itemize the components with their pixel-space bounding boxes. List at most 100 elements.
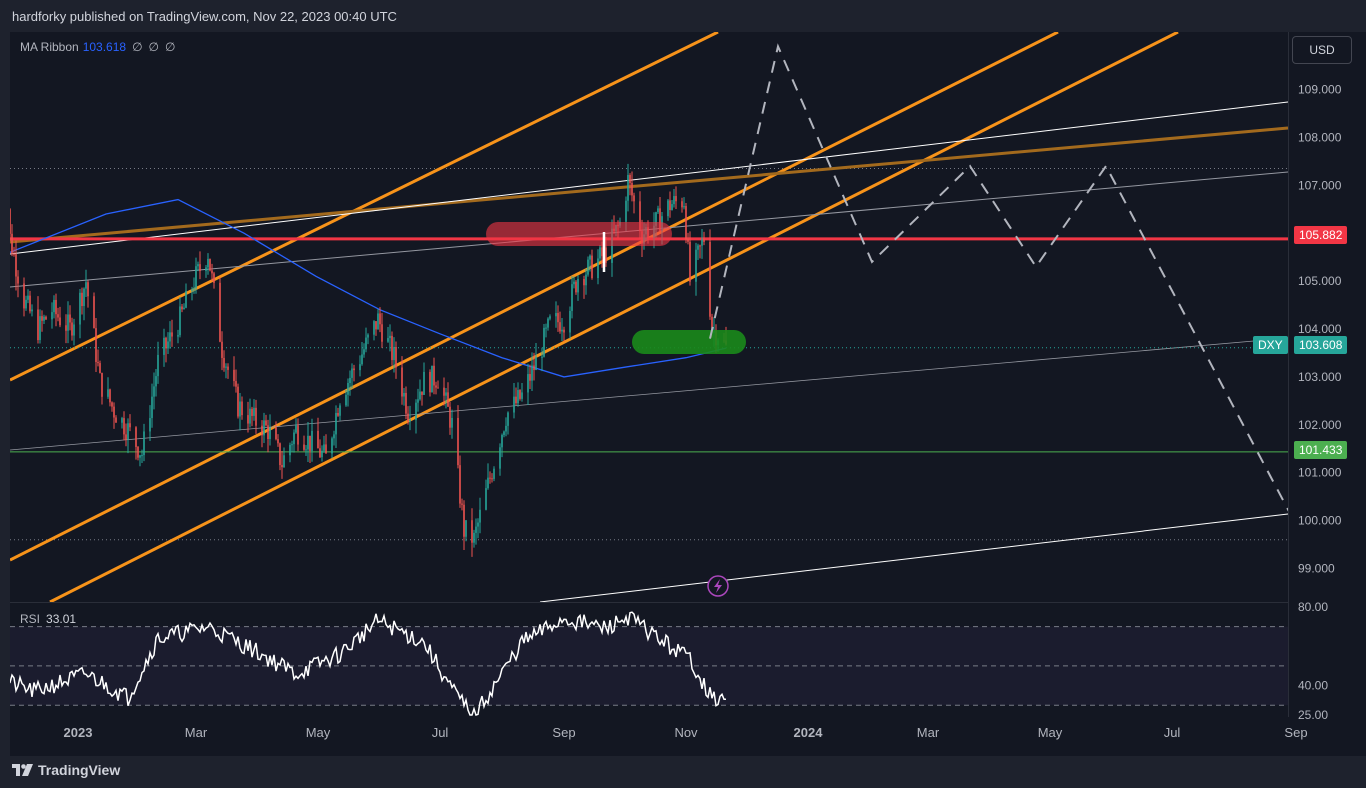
candle bbox=[157, 341, 159, 384]
alert-icon[interactable] bbox=[707, 575, 729, 597]
chart-canvas[interactable]: 109.000108.000107.000106.000105.000104.0… bbox=[0, 32, 1366, 756]
candle bbox=[85, 269, 87, 298]
candle-body bbox=[491, 478, 493, 480]
price-tick-label: 104.000 bbox=[1298, 322, 1342, 336]
candle bbox=[95, 317, 97, 373]
last-price-tag: 103.608 bbox=[1294, 336, 1348, 354]
chart-frame[interactable]: 109.000108.000107.000106.000105.000104.0… bbox=[0, 32, 1366, 756]
time-axis[interactable]: 2023 Mar May Jul Sep Nov 2024 Mar May Jul Sep bbox=[64, 725, 1308, 740]
candle-body bbox=[297, 425, 299, 445]
price-tick-label: 99.000 bbox=[1298, 561, 1335, 575]
candle-body bbox=[687, 239, 689, 242]
rsi-line bbox=[10, 611, 726, 716]
rsi-legend[interactable]: RSI 33.01 bbox=[20, 612, 76, 626]
candle bbox=[317, 417, 319, 449]
candle-body bbox=[447, 392, 449, 407]
candle-body bbox=[389, 335, 391, 339]
candle-body bbox=[321, 450, 323, 458]
candle bbox=[513, 382, 515, 419]
candle-body bbox=[683, 206, 685, 208]
candle bbox=[45, 315, 47, 321]
candle bbox=[311, 418, 313, 462]
candle bbox=[569, 306, 571, 339]
candle bbox=[321, 445, 323, 462]
candle-body bbox=[463, 504, 465, 537]
ma-ribbon-extra-1: ∅ bbox=[132, 40, 143, 54]
candle-body bbox=[633, 195, 635, 202]
candle-body bbox=[353, 368, 355, 371]
candle-body bbox=[625, 200, 627, 222]
candle bbox=[307, 422, 309, 462]
candle-body bbox=[401, 367, 403, 397]
candle bbox=[545, 323, 547, 338]
candle-body bbox=[629, 174, 631, 183]
candle bbox=[587, 256, 589, 277]
candle bbox=[253, 399, 255, 421]
candle-body bbox=[209, 258, 211, 271]
candle bbox=[155, 368, 157, 397]
candle-body bbox=[179, 306, 181, 336]
candle bbox=[113, 402, 115, 429]
candle-body bbox=[519, 390, 521, 399]
candle-body bbox=[583, 278, 585, 286]
candle-body bbox=[289, 444, 291, 456]
candle bbox=[473, 529, 475, 548]
candle bbox=[323, 435, 325, 453]
candle-body bbox=[559, 322, 561, 332]
candle-body bbox=[93, 296, 95, 329]
publish-header: hardforky published on TradingView.com, … bbox=[0, 0, 1366, 32]
candle bbox=[227, 363, 229, 379]
candle bbox=[519, 389, 521, 401]
candle-body bbox=[435, 385, 437, 388]
candle-body bbox=[505, 425, 507, 432]
candle-body bbox=[387, 338, 389, 342]
candle-body bbox=[363, 349, 365, 355]
tradingview-brand[interactable]: TradingView bbox=[12, 762, 120, 778]
candle-body bbox=[627, 174, 629, 201]
price-axis-background bbox=[1288, 32, 1366, 756]
candle-body bbox=[71, 322, 73, 336]
candle-body bbox=[149, 418, 151, 432]
candle bbox=[419, 379, 421, 401]
candle-body bbox=[675, 196, 677, 202]
grey-trendline-low bbox=[10, 337, 1288, 451]
candle-body bbox=[605, 247, 607, 263]
ma-ribbon-legend[interactable]: MA Ribbon 103.618 ∅ ∅ ∅ bbox=[20, 40, 175, 54]
candle-body bbox=[585, 274, 587, 286]
candle bbox=[233, 356, 235, 387]
candle bbox=[261, 420, 263, 448]
tradingview-logo-icon bbox=[12, 764, 33, 776]
candle-body bbox=[193, 288, 195, 290]
candle bbox=[599, 245, 601, 262]
candle-body bbox=[377, 313, 379, 330]
candle-body bbox=[409, 419, 411, 422]
candle bbox=[373, 320, 375, 341]
candle bbox=[349, 370, 351, 396]
candle bbox=[487, 463, 489, 490]
candle bbox=[309, 435, 311, 463]
candle-body bbox=[275, 427, 277, 440]
candle bbox=[303, 435, 305, 452]
candle-body bbox=[681, 201, 683, 208]
candle bbox=[561, 317, 563, 342]
candle-body bbox=[669, 200, 671, 210]
candle-body bbox=[501, 434, 503, 448]
candle-body bbox=[227, 366, 229, 370]
candle bbox=[97, 349, 99, 367]
time-tick-label: Jul bbox=[1164, 725, 1181, 740]
candle bbox=[195, 257, 197, 294]
candle bbox=[81, 287, 83, 315]
candle-body bbox=[141, 455, 143, 457]
candle bbox=[93, 292, 95, 329]
candle bbox=[575, 279, 577, 295]
candle bbox=[463, 500, 465, 551]
candle-body bbox=[67, 314, 69, 331]
candle-body bbox=[221, 341, 223, 358]
candle-body bbox=[459, 465, 461, 504]
candle bbox=[269, 414, 271, 446]
candle-body bbox=[589, 255, 591, 260]
currency-button[interactable]: USD bbox=[1292, 36, 1352, 64]
candle-body bbox=[311, 430, 313, 451]
candle-body bbox=[255, 407, 257, 426]
candle-body bbox=[549, 316, 551, 319]
